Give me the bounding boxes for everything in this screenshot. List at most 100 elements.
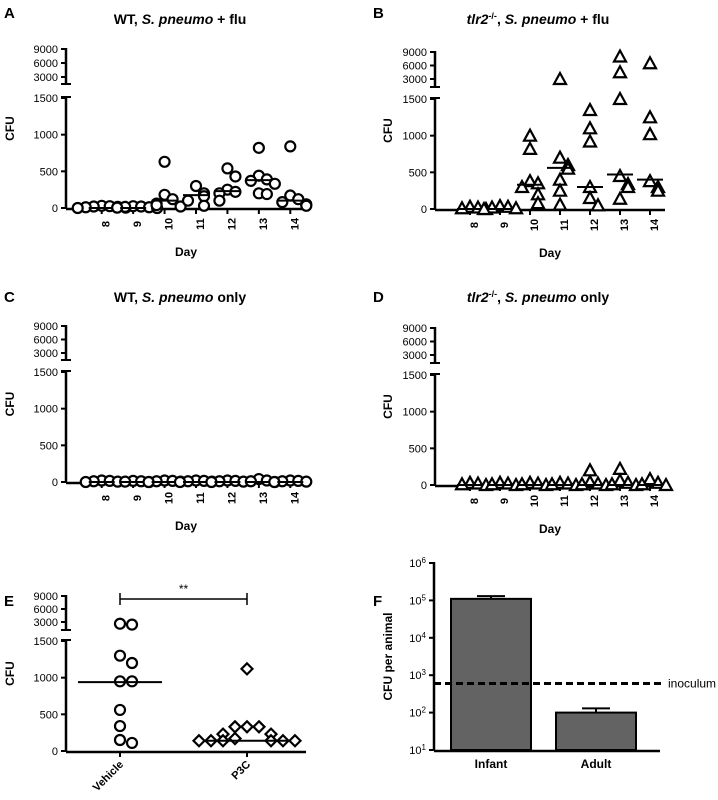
data-point	[612, 90, 628, 106]
data-point	[268, 177, 281, 190]
data-point	[582, 133, 598, 148]
chart-title: WT, S. pneumo only	[114, 289, 246, 305]
data-point	[612, 48, 628, 63]
x-tick-label: 8	[469, 498, 481, 504]
y-tick-label: 101	[409, 743, 426, 758]
y-tick-label: 6000	[34, 58, 58, 70]
y-tick-label: 102	[409, 705, 426, 720]
x-tick-label: 13	[258, 492, 270, 504]
y-tick-label-base: 10	[409, 633, 421, 645]
x-tick-label: 13	[619, 219, 631, 231]
y-tick-label: 500	[40, 440, 58, 452]
chart-title-part: tlr2	[467, 11, 489, 27]
data-point	[552, 182, 568, 197]
data-point	[213, 194, 226, 207]
chart-title-part: -/-	[489, 289, 498, 299]
data-point	[197, 199, 211, 212]
chart-title-part: S. pneumo	[142, 11, 214, 27]
chart-title-part: only	[576, 289, 609, 305]
data-point	[642, 54, 658, 70]
data-point	[239, 719, 255, 734]
data-point	[604, 475, 620, 491]
y-axis-label: CFU	[381, 118, 395, 143]
y-tick-label-base: 10	[409, 708, 421, 720]
data-point	[544, 475, 560, 491]
data-point	[582, 189, 598, 205]
data-point	[113, 617, 127, 630]
y-tick-label-exponent: 4	[422, 630, 427, 639]
data-point	[552, 196, 568, 211]
y-axis-label: CFU per animal	[381, 612, 395, 700]
x-tick-label: 14	[649, 494, 661, 507]
panel-letter: B	[373, 5, 384, 22]
data-point	[227, 719, 243, 734]
chart-title-part: WT,	[114, 289, 142, 305]
x-tick-label: 8	[101, 495, 113, 501]
data-point	[454, 475, 470, 491]
chart-title: tlr2-/-, S. pneumo only	[467, 289, 610, 305]
y-tick-label: 6000	[34, 604, 58, 616]
data-point	[158, 155, 171, 168]
y-tick-label: 1000	[403, 131, 427, 143]
x-tick-label: 10	[529, 495, 541, 507]
chart-title-part: ,	[497, 289, 505, 305]
data-point	[522, 140, 538, 155]
chart-title-part: + flu	[576, 11, 609, 27]
y-tick-label: 6000	[34, 335, 58, 347]
y-tick-label-exponent: 2	[422, 705, 427, 714]
y-axis-label: CFU	[3, 116, 17, 141]
data-point	[508, 199, 524, 215]
x-tick-label: 12	[226, 218, 238, 230]
x-tick-label: 11	[195, 492, 207, 504]
y-tick-label-base: 10	[409, 745, 421, 757]
chart-title-part: WT,	[114, 11, 142, 27]
y-tick-label: 1000	[403, 407, 427, 419]
x-tick-label: 10	[529, 219, 541, 231]
chart-panel-A: A WT, S. pneumo + flu 0 500 1000 1500 3000 6000…	[3, 5, 313, 259]
chart-title: WT, S. pneumo + flu	[114, 11, 247, 27]
y-tick-label: 9000	[34, 44, 58, 56]
x-axis-label: Day	[539, 246, 561, 260]
y-tick-label: 3000	[403, 74, 427, 86]
y-tick-label-base: 10	[409, 558, 421, 570]
data-point	[113, 649, 127, 662]
y-tick-label: 1500	[34, 636, 58, 648]
chart-title-part: -/-	[488, 11, 497, 21]
x-tick-label: 11	[195, 218, 207, 230]
y-axis-label: CFU	[381, 394, 395, 419]
data-point	[642, 125, 658, 141]
data-point	[113, 719, 127, 733]
y-tick-label-exponent: 3	[422, 668, 427, 677]
data-point	[522, 172, 538, 188]
y-tick-label: 1000	[34, 130, 58, 142]
x-tick-label: 9	[132, 221, 144, 227]
data-point	[552, 70, 568, 86]
data-point	[181, 194, 195, 207]
data-point	[125, 656, 139, 670]
data-point	[484, 475, 500, 491]
x-tick-label: 14	[289, 217, 301, 230]
y-tick-label: 0	[421, 204, 427, 216]
data-point	[284, 140, 297, 153]
x-tick-label: 14	[289, 491, 301, 504]
x-tick-label: 11	[559, 219, 571, 231]
chart-title-part: tlr2	[467, 289, 489, 305]
x-tick-label: 8	[101, 221, 113, 227]
y-tick-label: 106	[409, 556, 426, 571]
y-tick-label: 1500	[34, 367, 58, 379]
data-point	[582, 120, 598, 135]
data-point	[582, 101, 598, 117]
y-tick-label: 1500	[403, 94, 427, 106]
x-tick-label: 8	[469, 222, 481, 228]
data-point	[276, 196, 289, 209]
y-tick-label: 3000	[34, 348, 58, 360]
data-point	[612, 63, 628, 79]
data-point	[166, 193, 179, 206]
panel-letter: F	[373, 593, 382, 610]
y-tick-label: 6000	[403, 337, 427, 349]
x-axis-label: Day	[175, 245, 197, 259]
y-tick-label: 0	[52, 477, 58, 489]
